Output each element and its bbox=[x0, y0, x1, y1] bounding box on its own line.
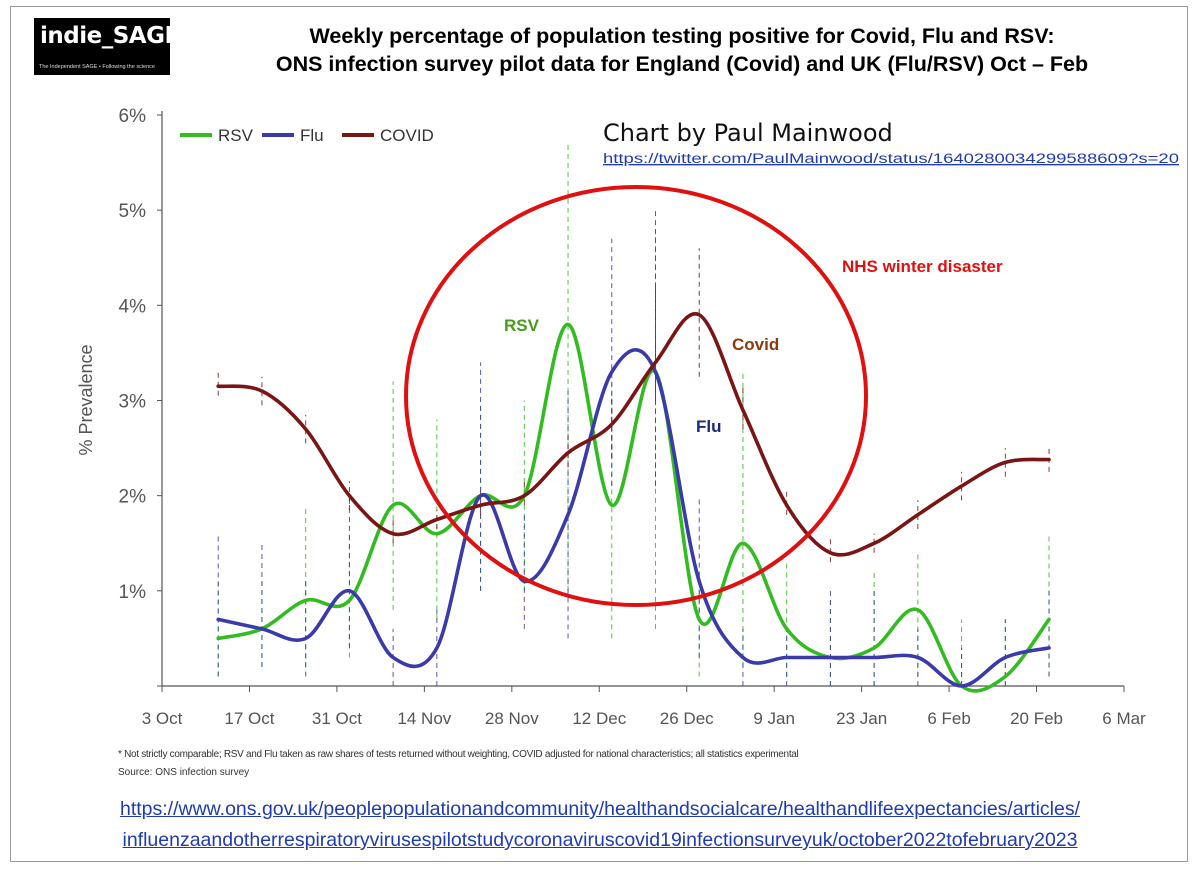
flu-legend-label: Flu bbox=[300, 126, 324, 145]
x-tick-label: 3 Oct bbox=[142, 709, 183, 728]
y-tick-label: 4% bbox=[119, 296, 147, 317]
rsv-series-line bbox=[216, 322, 1051, 693]
chart-title: Weekly percentage of population testing … bbox=[182, 22, 1182, 78]
y-tick-label: 6% bbox=[119, 106, 147, 127]
logo-text: indie_SAGE bbox=[40, 23, 180, 49]
indie-sage-logo: indie_SAGE The Independent SAGE • Follow… bbox=[34, 18, 180, 75]
x-tick-label: 17 Oct bbox=[224, 709, 274, 728]
x-tick-label: 28 Nov bbox=[485, 709, 539, 728]
y-tick-label: 2% bbox=[119, 487, 147, 508]
y-tick-label: 3% bbox=[119, 392, 147, 413]
rsv-legend-label: RSV bbox=[218, 126, 254, 145]
credit-text: Chart by Paul Mainwood bbox=[603, 119, 893, 147]
footnote: * Not strictly comparable; RSV and Flu t… bbox=[118, 749, 799, 760]
nhs-annotation: NHS winter disaster bbox=[842, 257, 1003, 276]
x-tick-label: 31 Oct bbox=[312, 709, 362, 728]
chart-title-line-1: Weekly percentage of population testing … bbox=[309, 24, 1055, 48]
covid-series-line bbox=[216, 311, 1051, 557]
x-tick-label: 26 Dec bbox=[660, 709, 714, 728]
flu-series-line bbox=[216, 348, 1051, 688]
y-tick-label: 5% bbox=[119, 201, 147, 222]
y-tick-label: 1% bbox=[119, 582, 147, 603]
slide-frame bbox=[10, 6, 1188, 862]
y-axis-label: % Prevalence bbox=[76, 344, 96, 455]
ons-link-line-1[interactable]: https://www.ons.gov.uk/peoplepopulationa… bbox=[119, 798, 1081, 820]
logo-tagline: The Independent SAGE • Following the sci… bbox=[39, 64, 155, 70]
x-tick-label: 14 Nov bbox=[397, 709, 451, 728]
source-note: Source: ONS infection survey bbox=[118, 767, 250, 778]
covid-legend-label: COVID bbox=[380, 126, 434, 145]
x-tick-label: 20 Feb bbox=[1010, 709, 1063, 728]
highlight-circle bbox=[404, 185, 868, 607]
x-tick-label: 9 Jan bbox=[753, 709, 795, 728]
x-tick-label: 6 Feb bbox=[927, 709, 970, 728]
x-tick-label: 12 Dec bbox=[572, 709, 626, 728]
series-lines bbox=[216, 311, 1051, 693]
chart-legend: RSV Flu COVID bbox=[180, 126, 434, 145]
flu-annotation: Flu bbox=[696, 417, 722, 436]
axes: 1% 2% 3% 4% 5% 6% 3 Oct 17 Oct 31 Oct 14 Nov 28 No… bbox=[76, 106, 1146, 728]
rsv-annotation: RSV bbox=[504, 316, 540, 335]
chart-title-line-2: ONS infection survey pilot data for Engl… bbox=[275, 52, 1089, 76]
credit-link[interactable]: https://twitter.com/PaulMainwood/status/… bbox=[603, 151, 1179, 166]
ons-link-line-2[interactable]: influenzaandotherrespiratoryvirusespilot… bbox=[122, 829, 1078, 851]
x-tick-label: 6 Mar bbox=[1102, 709, 1146, 728]
x-tick-label: 23 Jan bbox=[836, 709, 887, 728]
covid-annotation: Covid bbox=[732, 335, 779, 354]
